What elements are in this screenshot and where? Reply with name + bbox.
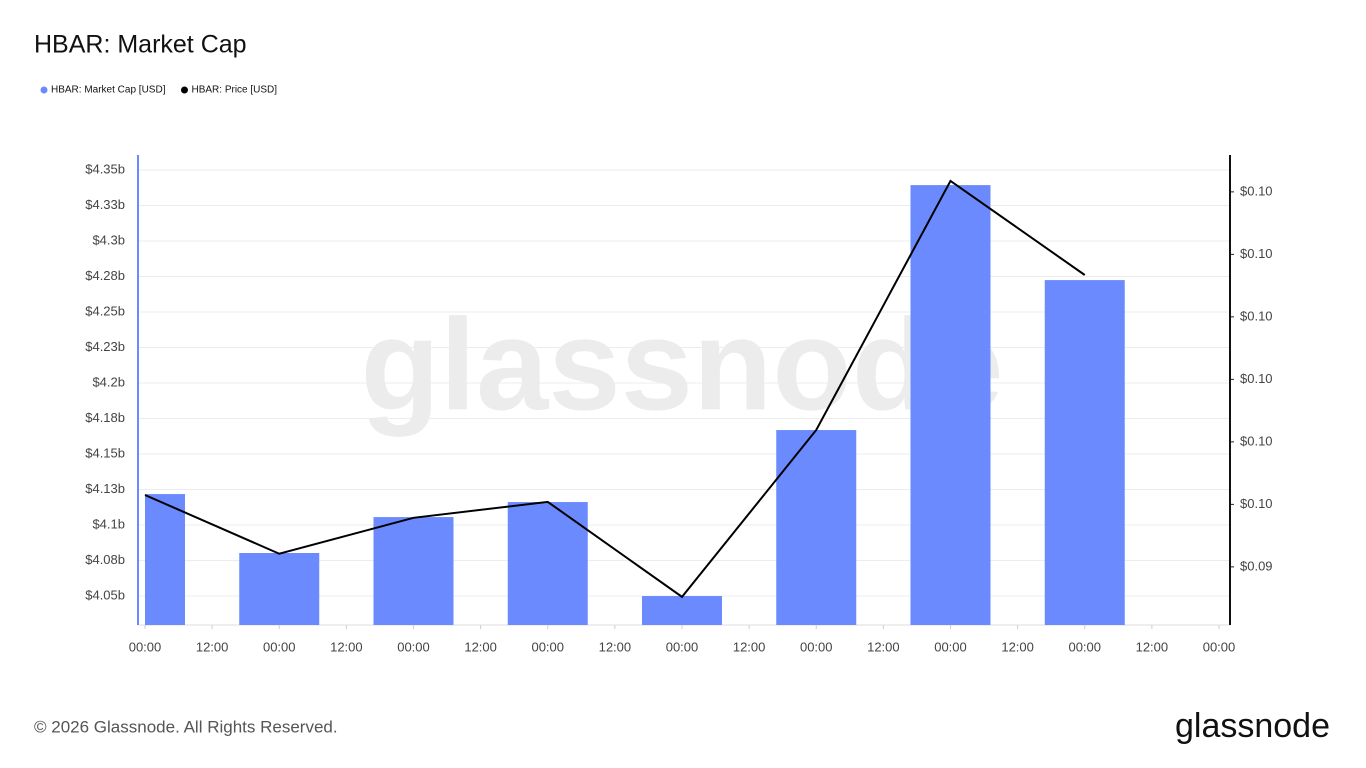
- x-tick-label: 00:00: [1068, 639, 1101, 654]
- x-tick-label: 12:00: [464, 639, 497, 654]
- chart-title: HBAR: Market Cap: [34, 31, 247, 59]
- bar: [145, 494, 185, 625]
- bar: [776, 430, 857, 625]
- y-tick-label: $4.2b: [92, 374, 125, 389]
- y2-tick-label: $0.10: [1240, 496, 1273, 511]
- y2-tick-label: $0.10: [1240, 308, 1273, 323]
- x-tick-label: 00:00: [531, 639, 564, 654]
- watermark: glassnode: [361, 291, 1004, 437]
- y-tick-label: $4.28b: [85, 268, 125, 283]
- legend-dot: [180, 86, 188, 94]
- x-tick-label: 12:00: [1136, 639, 1169, 654]
- x-tick-label: 00:00: [1203, 639, 1236, 654]
- y-tick-label: $4.1b: [92, 516, 125, 531]
- x-tick-label: 12:00: [733, 639, 766, 654]
- bar: [507, 502, 588, 625]
- y-tick-label: $4.13b: [85, 481, 125, 496]
- x-tick-label: 12:00: [599, 639, 632, 654]
- legend-label: HBAR: Market Cap [USD]: [51, 85, 166, 96]
- x-tick-label: 12:00: [1001, 639, 1034, 654]
- bar: [373, 517, 454, 625]
- y2-tick-label: $0.10: [1240, 183, 1273, 198]
- bar: [239, 553, 320, 625]
- y-tick-label: $4.3b: [92, 232, 125, 247]
- logo: glassnode: [1175, 707, 1330, 745]
- x-tick-label: 12:00: [330, 639, 363, 654]
- y-tick-label: $4.33b: [85, 197, 125, 212]
- y-tick-label: $4.23b: [85, 339, 125, 354]
- x-tick-label: 00:00: [934, 639, 967, 654]
- plot-area: [145, 185, 1125, 625]
- x-tick-label: 00:00: [800, 639, 833, 654]
- y2-tick-label: $0.10: [1240, 246, 1273, 261]
- footer: © 2026 Glassnode. All Rights Reserved.: [34, 717, 338, 736]
- x-tick-label: 00:00: [263, 639, 296, 654]
- y-tick-label: $4.18b: [85, 410, 125, 425]
- x-tick-label: 12:00: [196, 639, 229, 654]
- legend-label: HBAR: Price [USD]: [191, 85, 277, 96]
- y2-tick-label: $0.09: [1240, 558, 1273, 573]
- y-tick-label: $4.05b: [85, 587, 125, 602]
- x-tick-label: 00:00: [129, 639, 162, 654]
- bar: [910, 185, 991, 625]
- y-tick-label: $4.15b: [85, 445, 125, 460]
- y-tick-label: $4.25b: [85, 303, 125, 318]
- legend-dot: [40, 86, 48, 94]
- y-tick-label: $4.35b: [85, 161, 125, 176]
- price-line: [144, 179, 1086, 599]
- y2-tick-label: $0.10: [1240, 433, 1273, 448]
- bar: [1044, 280, 1125, 625]
- x-tick-label: 12:00: [867, 639, 900, 654]
- bar: [642, 596, 722, 625]
- x-tick-label: 00:00: [397, 639, 430, 654]
- y2-tick-label: $0.10: [1240, 371, 1273, 386]
- x-tick-label: 00:00: [666, 639, 699, 654]
- y-tick-label: $4.08b: [85, 552, 125, 567]
